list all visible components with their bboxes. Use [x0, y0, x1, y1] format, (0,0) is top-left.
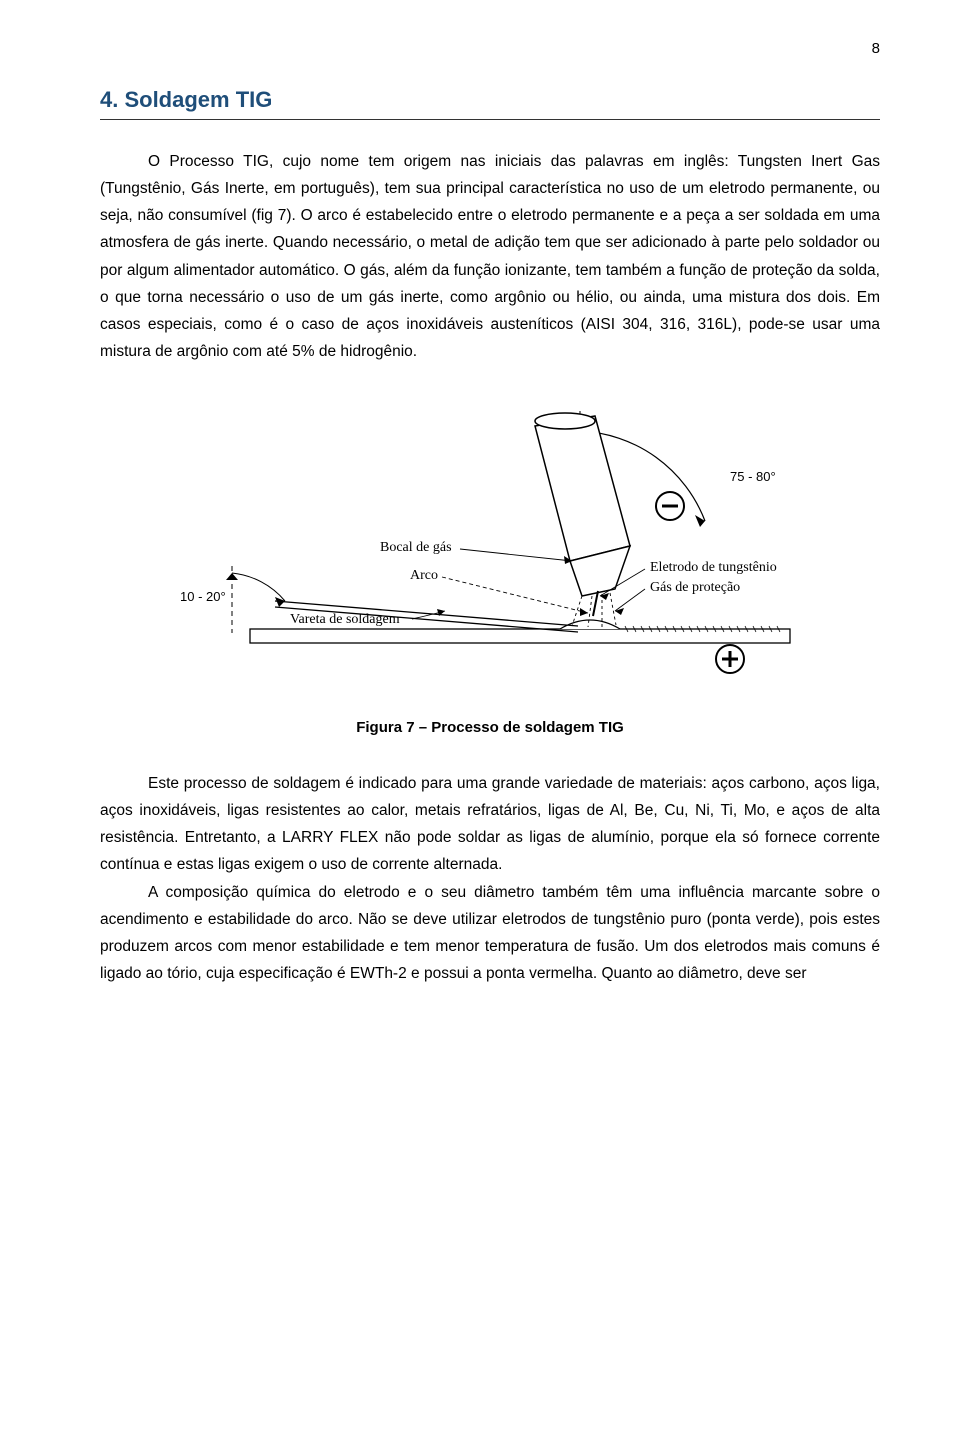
minus-polarity-icon	[656, 492, 684, 520]
angle-right-label: 75 - 80°	[730, 469, 776, 484]
plus-polarity-icon	[716, 645, 744, 673]
paragraph-3: A composição química do eletrodo e o seu…	[100, 879, 880, 988]
section-heading: 4. Soldagem TIG	[100, 87, 880, 120]
angle-left-icon	[226, 566, 285, 633]
figure-caption: Figura 7 – Processo de soldagem TIG	[100, 719, 880, 736]
vareta-label: Vareta de soldagem	[290, 612, 400, 627]
page-number: 8	[100, 40, 880, 57]
angle-left-label: 10 - 20°	[180, 589, 226, 604]
eletrodo-label: Eletrodo de tungstênio	[650, 560, 777, 575]
tig-diagram: 75 - 80°	[140, 401, 840, 701]
figure-7: 75 - 80°	[100, 401, 880, 701]
paragraph-2: Este processo de soldagem é indicado par…	[100, 770, 880, 879]
paragraph-1: O Processo TIG, cujo nome tem origem nas…	[100, 148, 880, 365]
gas-label: Gás de proteção	[650, 580, 740, 595]
arco-label: Arco	[410, 568, 438, 583]
bocal-label: Bocal de gás	[380, 540, 452, 555]
torch-icon	[535, 413, 630, 616]
